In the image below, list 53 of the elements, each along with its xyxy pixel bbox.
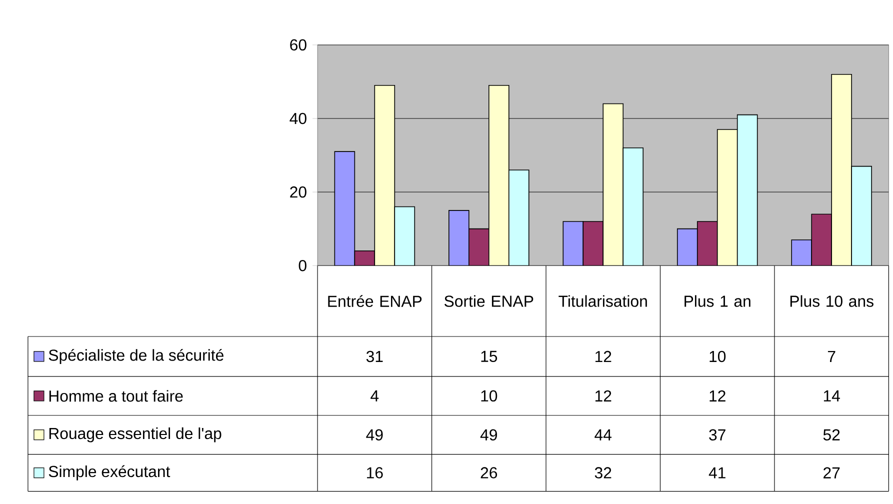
data-label: 44 xyxy=(594,429,612,440)
bar xyxy=(488,85,509,266)
data-label: 31 xyxy=(366,350,383,362)
bar xyxy=(374,85,395,266)
bar xyxy=(468,228,489,266)
data-label: 12 xyxy=(595,390,612,402)
bar xyxy=(717,129,738,266)
bar xyxy=(623,148,644,266)
bar xyxy=(737,114,758,266)
data-label: 52 xyxy=(823,429,840,440)
data-label: 32 xyxy=(594,467,612,478)
bar xyxy=(603,104,624,266)
legend-label: Homme a tout faire xyxy=(49,390,183,402)
data-label: 27 xyxy=(824,467,840,478)
data-label: 16 xyxy=(367,467,383,478)
legend-label: Rouage essentiel de l'ap xyxy=(49,427,222,442)
bar xyxy=(394,206,415,266)
bar xyxy=(334,151,355,266)
bar xyxy=(354,250,375,266)
y-tick-label: 60 xyxy=(290,39,306,50)
legend-label: Spécialiste de la sécurité xyxy=(48,348,224,364)
x-tick-label: Plus 10 ans xyxy=(790,295,874,307)
x-tick-label: Plus 1 an xyxy=(684,295,750,307)
bar xyxy=(697,221,718,266)
x-tick-label: Entrée ENAP xyxy=(328,294,422,307)
data-label: 15 xyxy=(481,350,498,362)
bar xyxy=(831,74,852,266)
bar xyxy=(583,221,604,266)
y-tick-label: 0 xyxy=(298,260,306,272)
data-label: 12 xyxy=(710,390,726,402)
bar xyxy=(508,170,529,266)
data-label: 41 xyxy=(708,467,726,478)
bar xyxy=(677,228,698,266)
x-tick-label: Sortie ENAP xyxy=(444,295,534,307)
data-label: 4 xyxy=(370,390,379,402)
y-tick-label: 20 xyxy=(290,186,306,198)
bar xyxy=(791,239,812,266)
legend-label: Simple exécutant xyxy=(48,465,170,480)
bar xyxy=(811,214,832,266)
data-label: 37 xyxy=(709,429,726,440)
bar xyxy=(563,221,584,266)
bar xyxy=(448,210,469,266)
x-tick-label: Titularisation xyxy=(558,295,647,307)
y-tick-label: 40 xyxy=(290,112,306,124)
data-label: 10 xyxy=(710,350,726,362)
data-label: 7 xyxy=(828,350,836,362)
data-label: 49 xyxy=(480,429,497,440)
bar xyxy=(851,166,872,266)
data-label: 26 xyxy=(480,467,498,478)
data-label: 49 xyxy=(366,429,383,440)
data-label: 10 xyxy=(481,390,498,402)
data-label: 14 xyxy=(824,390,840,402)
data-label: 12 xyxy=(595,350,612,362)
